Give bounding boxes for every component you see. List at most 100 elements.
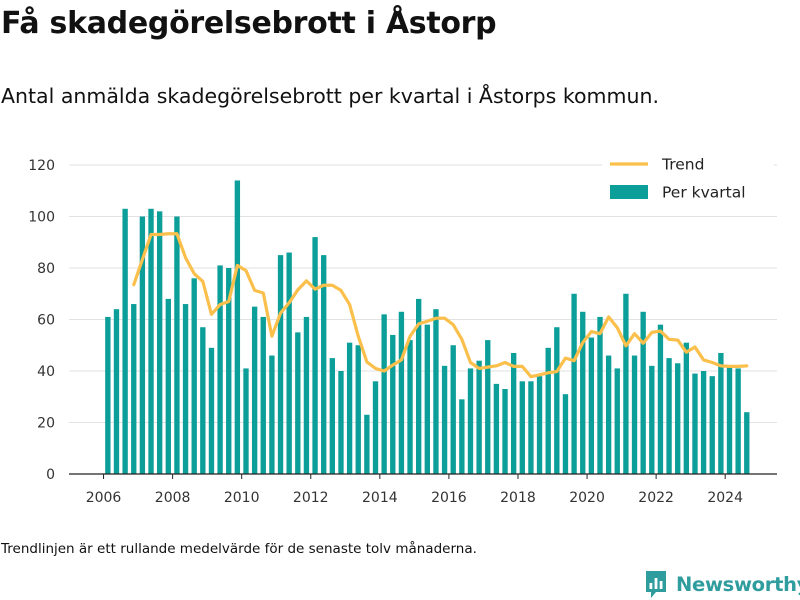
y-tick-label: 0 [46,467,55,483]
bar [321,255,327,475]
bar [234,180,241,474]
bar [744,412,750,474]
brand-logo[interactable]: Newsworthy [644,568,800,600]
bar [614,368,620,474]
bar [122,208,128,474]
y-tick-label: 60 [37,313,55,329]
legend: Trend Per kvartal [602,154,774,206]
x-tick-label: 2024 [707,490,743,506]
bar [580,311,586,474]
bar [156,211,163,474]
bar [683,342,690,474]
x-tick-label: 2016 [431,490,467,506]
bar [286,252,292,474]
bar [381,314,387,474]
bar [649,365,655,474]
bar [441,365,448,474]
bar [485,340,491,474]
bar [510,352,517,474]
y-tick-label: 20 [37,416,55,432]
bar [277,255,284,475]
bar [623,293,629,474]
bar [226,268,232,474]
y-tick-label: 40 [37,364,55,380]
bar [165,298,171,474]
bar [174,216,180,474]
legend-bar-swatch [610,185,648,199]
legend-bar-label: Per kvartal [662,184,746,202]
bar [735,368,741,474]
bar [200,327,206,474]
bar [450,345,456,474]
bar [528,381,534,474]
bar [459,399,465,474]
bar [329,358,336,475]
bar [536,376,543,474]
bar [269,355,275,474]
bar [692,373,698,474]
bar [346,342,353,474]
bar [338,371,344,474]
bar [675,363,681,474]
bar [105,316,111,474]
x-tick-label: 2008 [155,490,191,506]
bar [260,316,266,474]
bar [562,394,569,474]
trend-line [132,232,749,379]
bar [605,355,612,474]
bar [251,306,258,475]
y-axis: 0 20 40 60 80 100 120 [28,158,55,483]
bar [554,327,560,474]
bar [208,347,215,474]
x-tick-label: 2022 [638,490,674,506]
bar [640,311,646,474]
bar [433,309,439,474]
bar [191,278,197,474]
bar [467,368,474,474]
chart: 0 20 40 60 80 100 120 2006 2008 2010 2012 2014 2016… [28,154,777,506]
bar [709,376,715,474]
bars [105,180,750,475]
x-tick-label: 2018 [500,490,536,506]
bar [718,352,724,474]
bar [390,334,396,474]
bar [364,414,370,474]
bar [355,345,361,474]
footnote: Trendlinjen är ett rullande medelvärde f… [1,541,477,557]
bar [416,298,422,474]
bar [148,208,154,474]
newsworthy-chart-icon [646,571,666,598]
legend-trend-label: Trend [661,156,704,174]
bar [476,360,482,474]
bar [502,389,508,474]
bar [131,304,137,474]
bar [519,381,525,474]
bar [726,365,733,474]
bar [571,293,577,474]
bar [182,304,189,474]
bar [545,347,551,474]
y-tick-label: 100 [28,210,55,226]
x-axis: 2006 2008 2010 2012 2014 2016 2018 2020 2022 2024 [69,473,777,506]
bar [243,368,249,474]
chart-title: Få skadegörelsebrott i Åstorp [1,6,497,41]
bar [303,316,310,474]
bar [666,358,672,475]
x-tick-label: 2010 [224,490,260,506]
bar [588,337,595,474]
bar [657,324,664,474]
bar [424,324,430,474]
x-tick-label: 2012 [293,490,329,506]
bar [139,216,146,474]
bar [407,340,413,474]
y-tick-label: 80 [37,261,55,277]
bar [113,309,120,474]
bar [700,371,707,474]
bar [217,265,223,474]
y-tick-label: 120 [28,158,55,174]
bar [493,383,500,475]
bar [372,381,379,474]
chart-subtitle: Antal anmälda skadegörelsebrott per kvar… [1,84,659,108]
bar [631,355,638,474]
x-tick-label: 2020 [569,490,605,506]
